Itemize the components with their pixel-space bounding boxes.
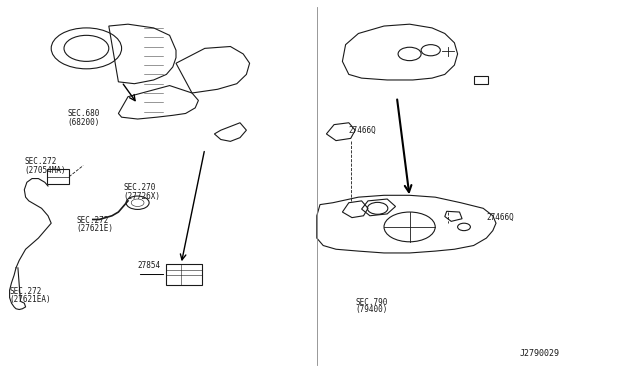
Text: SEC.272: SEC.272 <box>10 287 42 296</box>
Text: (79400): (79400) <box>355 305 388 314</box>
Text: SEC.680: SEC.680 <box>67 109 100 118</box>
Text: SEC.272: SEC.272 <box>24 157 57 166</box>
Text: (68200): (68200) <box>67 118 100 126</box>
Text: 27854: 27854 <box>138 262 161 270</box>
Text: SEC.790: SEC.790 <box>355 298 388 307</box>
Text: J2790029: J2790029 <box>520 349 560 358</box>
Bar <box>47 169 69 184</box>
Text: 27466Q: 27466Q <box>486 213 514 222</box>
Bar <box>166 264 202 285</box>
Text: 27466Q: 27466Q <box>349 126 376 135</box>
Text: SEC.272: SEC.272 <box>77 216 109 225</box>
Text: (27726X): (27726X) <box>124 192 161 201</box>
Text: (27621E): (27621E) <box>77 224 114 233</box>
Text: SEC.270: SEC.270 <box>124 183 156 192</box>
Text: (27054MA): (27054MA) <box>24 166 66 174</box>
Text: (27621EA): (27621EA) <box>10 295 51 304</box>
